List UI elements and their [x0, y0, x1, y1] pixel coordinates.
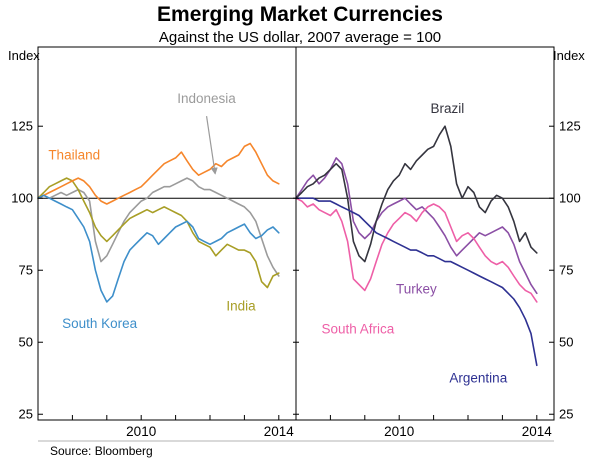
- series-label-thailand: Thailand: [48, 147, 100, 162]
- series-line-india: [37, 177, 280, 289]
- left-axis-unit-label: Index: [8, 48, 40, 63]
- chart-subtitle: Against the US dollar, 2007 average = 10…: [158, 29, 442, 46]
- series-line-argentina: [295, 197, 538, 367]
- y-tick-label-right: 125: [559, 119, 581, 134]
- source-note: Source: Bloomberg: [50, 444, 153, 458]
- series-label-turkey: Turkey: [396, 281, 437, 296]
- series-line-south-korea: [37, 194, 280, 303]
- y-tick-label-left: 100: [11, 191, 33, 206]
- series-label-india: India: [226, 299, 256, 314]
- series-label-brazil: Brazil: [430, 101, 464, 116]
- series-label-south-korea: South Korea: [62, 316, 138, 331]
- x-tick-label: 2010: [126, 424, 156, 439]
- y-tick-label-right: 50: [559, 335, 573, 350]
- y-tick-label-right: 25: [559, 407, 573, 422]
- y-tick-label-right: 75: [559, 263, 573, 278]
- y-tick-label-left: 50: [19, 335, 33, 350]
- series-label-indonesia: Indonesia: [177, 91, 236, 106]
- x-tick-label: 2010: [384, 424, 414, 439]
- x-tick-label: 2014: [522, 424, 553, 439]
- y-tick-label-left: 25: [19, 407, 33, 422]
- y-tick-label-right: 100: [559, 191, 581, 206]
- plot-layer: 2010 2014 Indonesia India Thailand South Kore…: [11, 46, 581, 442]
- series-label-south-africa: South Africa: [322, 322, 395, 337]
- x-tick-label: 2014: [264, 424, 295, 439]
- series-line-south-africa: [295, 197, 538, 303]
- chart-title: Emerging Market Currencies: [157, 3, 443, 26]
- right-axis-unit-label: Index: [553, 48, 585, 63]
- series-line-thailand: [37, 142, 280, 205]
- series-label-argentina: Argentina: [449, 371, 507, 386]
- y-tick-label-left: 125: [11, 119, 33, 134]
- y-tick-label-left: 75: [19, 263, 33, 278]
- series-line-turkey: [295, 157, 538, 295]
- series-line-brazil: [295, 125, 538, 263]
- series-line-indonesia: [37, 177, 280, 277]
- series-pointer-indonesia: [205, 116, 218, 175]
